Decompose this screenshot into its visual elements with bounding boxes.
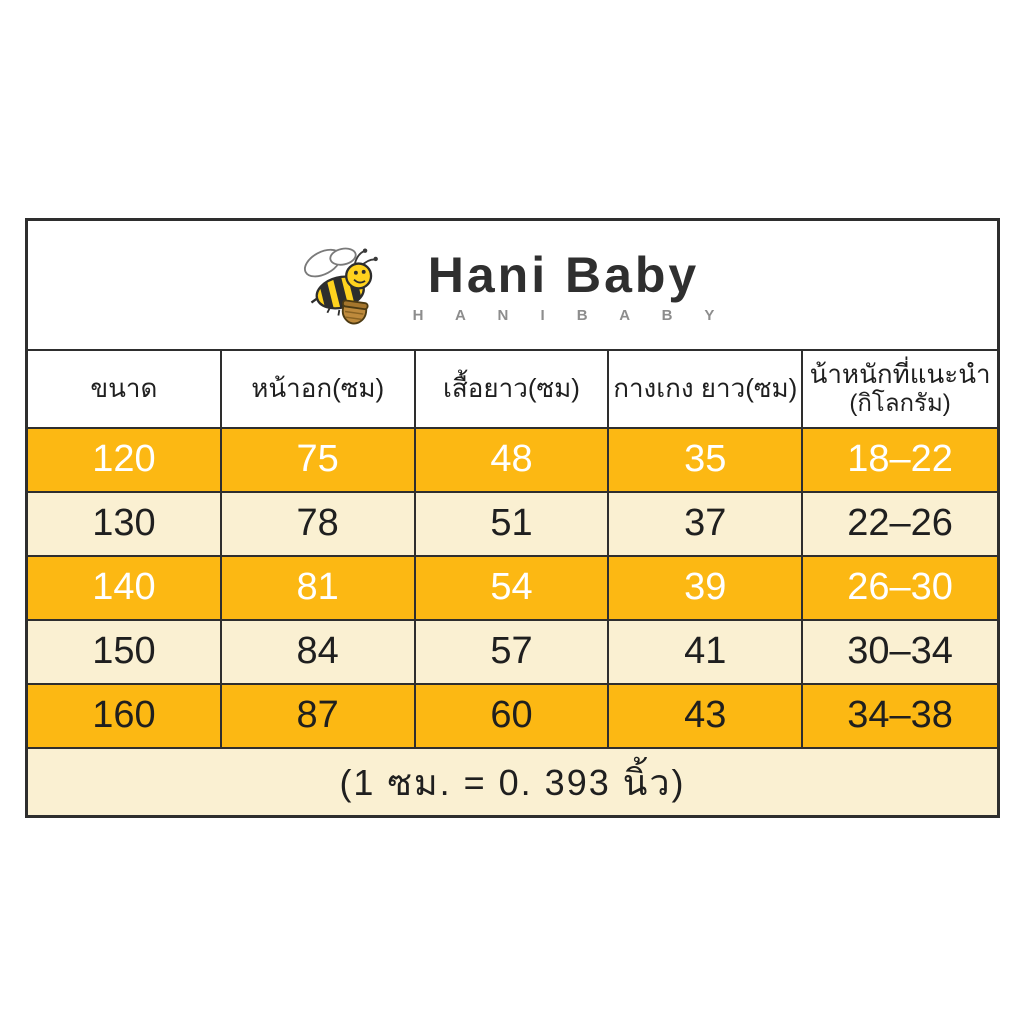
header-shirt-length: เสื้อยาว(ซม) — [415, 351, 610, 427]
cell-pants-length: 43 — [609, 685, 804, 747]
cell-chest: 75 — [222, 429, 416, 491]
header-weight-line1: น้าหนักที่แนะนำ — [809, 359, 991, 390]
cell-size: 150 — [28, 621, 222, 683]
cell-size: 160 — [28, 685, 222, 747]
cell-pants-length: 41 — [609, 621, 804, 683]
brand-logo-row: Hani Baby H A N I B A B Y — [28, 221, 997, 349]
brand-subname: H A N I B A B Y — [412, 307, 729, 324]
cell-shirt-length: 57 — [416, 621, 610, 683]
cell-chest: 84 — [222, 621, 416, 683]
size-row-120: 120 75 48 35 18–22 — [28, 427, 997, 491]
size-row-140: 140 81 54 39 26–30 — [28, 555, 997, 619]
cell-size: 120 — [28, 429, 222, 491]
header-pants-length: กางเกง ยาว(ซม) — [609, 351, 804, 427]
cell-chest: 78 — [222, 493, 416, 555]
table-header-row: ขนาด หน้าอก(ซม) เสื้อยาว(ซม) กางเกง ยาว(… — [28, 349, 997, 427]
size-row-150: 150 84 57 41 30–34 — [28, 619, 997, 683]
cell-weight: 26–30 — [847, 566, 953, 609]
bee-with-honey-pot-icon — [303, 247, 378, 325]
cell-shirt-length: 60 — [416, 685, 610, 747]
cell-weight: 30–34 — [847, 630, 953, 673]
cell-size: 140 — [28, 557, 222, 619]
size-row-130: 130 78 51 37 22–26 — [28, 491, 997, 555]
header-weight-line2: (กิโลกรัม) — [849, 390, 951, 418]
header-weight: น้าหนักที่แนะนำ (กิโลกรัม) — [803, 351, 997, 427]
brand-name: Hani Baby — [427, 247, 700, 303]
cell-shirt-length: 48 — [416, 429, 610, 491]
cell-chest: 87 — [222, 685, 416, 747]
cell-weight: 18–22 — [847, 438, 953, 481]
cell-shirt-length: 54 — [416, 557, 610, 619]
cell-chest: 81 — [222, 557, 416, 619]
cell-pants-length: 39 — [609, 557, 804, 619]
header-chest: หน้าอก(ซม) — [221, 351, 416, 427]
cell-weight: 22–26 — [847, 502, 953, 545]
size-chart-table: Hani Baby H A N I B A B Y ขนาด หน้าอก(ซม… — [25, 218, 1000, 818]
conversion-note: (1 ซม. = 0. 393 นิ้ว) — [28, 747, 997, 815]
cell-pants-length: 37 — [609, 493, 804, 555]
cell-pants-length: 35 — [609, 429, 804, 491]
brand-logo-text: Hani Baby H A N I B A B Y — [399, 246, 729, 324]
cell-weight: 34–38 — [847, 694, 953, 737]
header-size: ขนาด — [28, 351, 222, 427]
cell-shirt-length: 51 — [416, 493, 610, 555]
cell-size: 130 — [28, 493, 222, 555]
size-row-160: 160 87 60 43 34–38 — [28, 683, 997, 747]
